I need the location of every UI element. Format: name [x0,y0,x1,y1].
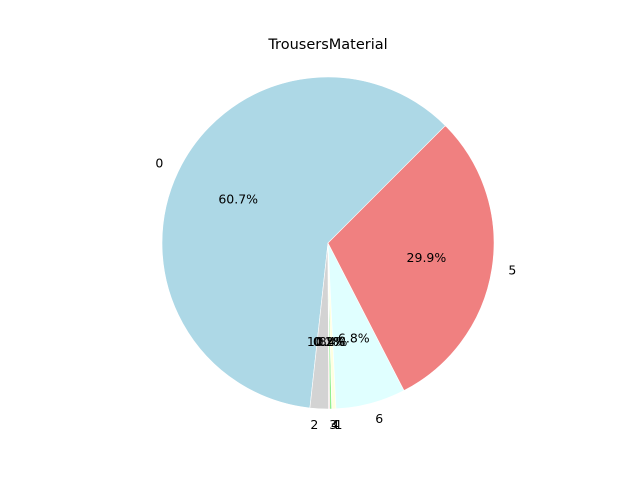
chart-title: TrousersMaterial [267,37,387,53]
pie-slices [161,76,495,410]
slice-percent-6: 6.8% [338,331,370,346]
slice-label-4: 4 [331,417,339,432]
slice-label-3: 3 [329,417,337,432]
pie-slice-5 [327,125,495,391]
slice-label-2: 2 [310,417,318,432]
slice-label-6: 6 [375,411,383,426]
slice-label-5: 5 [508,263,516,278]
slice-label-0: 0 [155,156,163,171]
slice-percent-0: 60.7% [218,191,258,206]
slice-percent-1: 0.4% [316,334,348,349]
pie-slice-0 [161,76,446,409]
slice-percent-4: 0.2% [314,334,346,349]
slice-percent-2: 1.8% [307,334,339,349]
slice-percent-5: 29.9% [407,250,447,265]
slice-label-1: 1 [334,417,342,432]
slice-percent-3: 0.1% [313,334,345,349]
pie-labels: 0 60.7% 2 1.8% 3 0.1% 4 0.2% 1 0.4% 6 6.8% 5 29.9% [155,156,516,433]
